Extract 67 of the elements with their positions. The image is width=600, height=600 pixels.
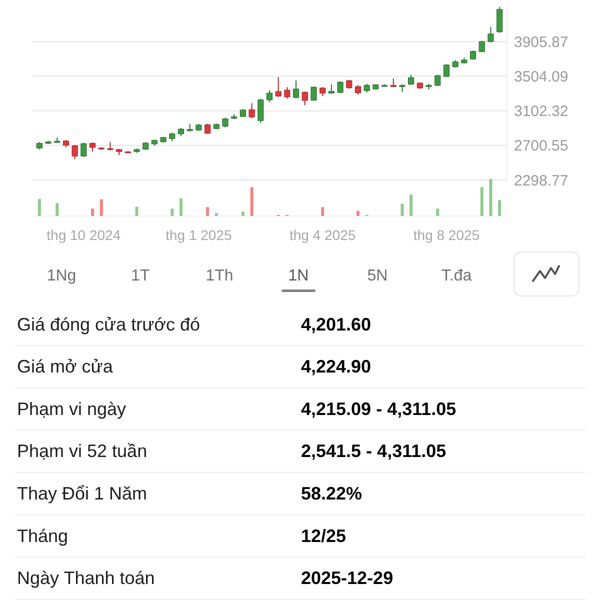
bar: [38, 198, 41, 216]
bar: [56, 203, 59, 216]
text: 58.22%: [301, 484, 362, 504]
text: 2,541.5 - 4,311.05: [301, 441, 446, 462]
candlestick: [302, 91, 308, 106]
bar: [241, 212, 244, 216]
text: 2025-12-29: [301, 568, 394, 588]
candlestick: [222, 117, 228, 128]
text: Phạm vi ngày: [17, 398, 126, 419]
text: 5N: [367, 268, 388, 285]
candlestick: [204, 123, 211, 134]
bar: [356, 210, 360, 216]
text: 1Th: [206, 268, 234, 285]
bar: [410, 194, 413, 216]
x-tick-label: thg 8 2025: [413, 227, 480, 243]
bar: [436, 208, 440, 216]
text: T.đa: [441, 268, 472, 285]
candlestick: [248, 102, 255, 118]
text: 4,224.90: [301, 356, 372, 377]
candlestick: [310, 86, 317, 102]
text: 1Ng: [46, 268, 76, 285]
bar: [135, 206, 138, 216]
bar: [400, 204, 404, 216]
x-tick-label: thg 1 2025: [166, 227, 232, 243]
bar: [206, 207, 210, 216]
candlestick: [275, 76, 282, 98]
y-tick-label: 3102.32: [514, 103, 568, 120]
candlestick: [72, 144, 78, 160]
text: Thay Đổi 1 Năm: [17, 484, 148, 504]
text: Phạm vi 52 tuần: [17, 441, 148, 462]
candlestick: [488, 26, 494, 43]
candlestick: [408, 74, 414, 86]
candlestick: [293, 80, 300, 99]
text: Giá đóng cửa trước đó: [17, 314, 200, 334]
text: 12/25: [301, 526, 346, 546]
y-tick-label: 2298.77: [514, 172, 568, 190]
candlestick: [434, 74, 441, 86]
candlestick: [80, 142, 87, 158]
candlestick: [89, 142, 96, 152]
bar: [91, 208, 94, 216]
x-tick-label: thg 4 2025: [290, 227, 356, 243]
candlestick: [266, 90, 273, 102]
candlestick: [284, 86, 290, 100]
candlestick: [354, 84, 362, 96]
bar: [498, 200, 502, 216]
bar: [170, 208, 174, 216]
bar: [321, 207, 324, 216]
text: Ngày Thanh toán: [17, 568, 155, 588]
bar: [100, 199, 103, 216]
text: Tháng: [17, 526, 68, 546]
bar: [180, 198, 183, 216]
x-tick-label: thg 10 2024: [46, 227, 121, 243]
text: 4,201.60: [301, 314, 372, 334]
bar: [480, 187, 484, 216]
bar: [489, 179, 492, 216]
text: 1N: [288, 268, 309, 285]
text: 4,215.09 - 4,311.05: [301, 398, 456, 419]
y-tick-label: 3504.09: [514, 68, 568, 86]
text: 1T: [131, 268, 150, 285]
y-tick-label: 3905.87: [514, 34, 568, 51]
candlestick: [443, 64, 450, 78]
text: Giá mở cửa: [17, 356, 114, 377]
y-tick-label: 2700.55: [514, 138, 568, 155]
bar: [214, 213, 218, 216]
candlestick: [258, 98, 264, 124]
candlestick: [496, 6, 503, 34]
bar: [250, 187, 254, 216]
